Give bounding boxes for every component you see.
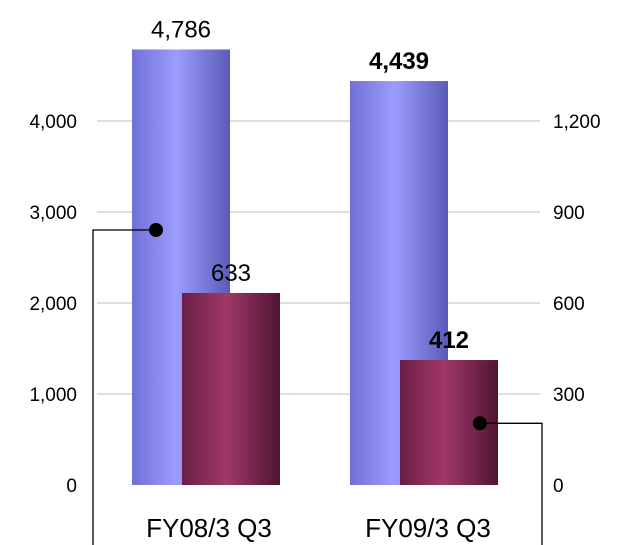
right-tick-label: 600 [553, 294, 585, 315]
left-tick-label: 4,000 [29, 112, 77, 133]
data-label: 4,439 [369, 48, 429, 75]
right-axis: 0 300 600 900 1,200 [553, 112, 601, 497]
axis-callouts [92, 223, 543, 545]
category-labels: FY08/3 Q3 FY09/3 Q3 [146, 513, 491, 543]
left-tick-label: 0 [66, 476, 77, 497]
right-tick-label: 300 [553, 385, 585, 406]
category-label: FY08/3 Q3 [146, 513, 272, 543]
bars [132, 49, 498, 486]
left-axis-callout-dot [149, 223, 163, 237]
data-labels: 4,786 4,439 633 412 [151, 16, 469, 354]
data-label: 633 [211, 260, 251, 287]
category-label: FY09/3 Q3 [365, 513, 491, 543]
right-tick-label: 1,200 [553, 112, 601, 133]
left-axis-callout-line [92, 229, 156, 545]
left-axis: 0 1,000 2,000 3,000 4,000 [29, 112, 77, 497]
left-tick-label: 3,000 [29, 203, 77, 224]
right-axis-callout-line [480, 422, 543, 545]
data-label: 4,786 [151, 16, 211, 43]
right-tick-label: 0 [553, 476, 564, 497]
left-tick-label: 2,000 [29, 294, 77, 315]
left-tick-label: 1,000 [29, 385, 77, 406]
bar [182, 292, 280, 485]
right-axis-callout-dot [473, 416, 487, 431]
right-tick-label: 900 [553, 203, 585, 224]
data-label: 412 [429, 327, 469, 354]
